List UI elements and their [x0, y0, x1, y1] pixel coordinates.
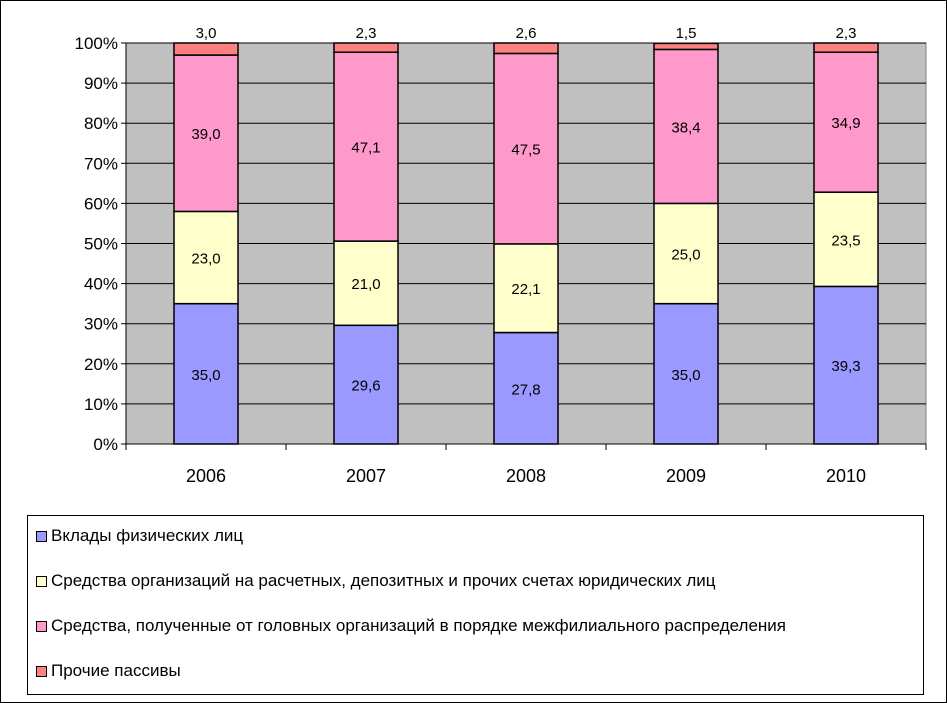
- bar-segment: [653, 202, 719, 305]
- legend-item: Средства, полученные от головных организ…: [36, 616, 786, 636]
- data-label: 23,0: [191, 251, 220, 268]
- bar-segment: [493, 243, 559, 334]
- legend-label: Средства организаций на расчетных, депоз…: [51, 571, 716, 590]
- bar-segment: [173, 210, 239, 305]
- stacked-bar-chart: 0% 10% 20% 30% 40% 50% 60% 70% 80% 90% 100% 35,0 23,…: [75, 25, 927, 486]
- data-label: 1,5: [676, 25, 697, 42]
- x-tick-label: 2007: [346, 466, 386, 486]
- x-tick-label: 2006: [186, 466, 226, 486]
- bar-segment: [813, 42, 879, 53]
- x-tick-label: 2010: [826, 466, 866, 486]
- legend-swatch: [36, 530, 47, 542]
- y-tick-label: 10%: [84, 395, 118, 414]
- data-label: 35,0: [671, 367, 700, 384]
- bar-segment: [173, 302, 239, 445]
- legend-item: Вклады физических лиц: [36, 526, 243, 546]
- data-label: 39,0: [191, 126, 220, 143]
- data-label: 2,6: [516, 25, 537, 42]
- bar-segment: [333, 324, 399, 445]
- legend-label: Средства, полученные от головных организ…: [51, 616, 786, 635]
- legend-swatch: [36, 620, 47, 632]
- bar-segment: [653, 302, 719, 445]
- data-label: 23,5: [831, 232, 860, 249]
- y-tick-label: 30%: [84, 315, 118, 334]
- data-label: 2,3: [356, 25, 377, 42]
- y-tick-label: 40%: [84, 275, 118, 294]
- y-tick-label: 0%: [93, 435, 118, 454]
- bar-segment: [493, 42, 559, 55]
- data-label: 47,5: [511, 142, 540, 159]
- y-tick-label: 50%: [84, 235, 118, 254]
- data-label: 25,0: [671, 247, 700, 264]
- bar-segment: [653, 42, 719, 51]
- legend-item: Прочие пассивы: [36, 661, 181, 681]
- data-label: 21,0: [351, 276, 380, 293]
- y-tick-label: 60%: [84, 194, 118, 213]
- data-label: 39,3: [831, 358, 860, 375]
- data-label: 27,8: [511, 381, 540, 398]
- data-label: 29,6: [351, 378, 380, 395]
- bar-segment: [493, 52, 559, 245]
- data-label: 2,3: [836, 25, 857, 42]
- bar-segment: [653, 48, 719, 205]
- legend-item: Средства организаций на расчетных, депоз…: [36, 571, 716, 591]
- data-label: 47,1: [351, 140, 380, 157]
- bar-segment: [333, 240, 399, 327]
- legend-swatch: [36, 575, 47, 587]
- data-label: 38,4: [671, 119, 700, 136]
- legend: Вклады физических лиц Средства организаци…: [27, 515, 924, 695]
- legend-swatch: [36, 665, 47, 677]
- y-tick-label: 20%: [84, 355, 118, 374]
- y-tick-label: 70%: [84, 154, 118, 173]
- x-tick-label: 2009: [666, 466, 706, 486]
- y-tick-label: 80%: [84, 114, 118, 133]
- y-tick-label: 90%: [84, 74, 118, 93]
- legend-label: Прочие пассивы: [51, 661, 181, 680]
- bar-segment: [493, 331, 559, 445]
- bar-segment: [173, 42, 239, 56]
- y-tick-label: 100%: [75, 34, 118, 53]
- data-label: 34,9: [831, 115, 860, 132]
- data-label: 35,0: [191, 367, 220, 384]
- bar-segment: [813, 285, 879, 445]
- legend-label: Вклады физических лиц: [51, 526, 244, 545]
- data-label: 22,1: [511, 281, 540, 298]
- data-label: 3,0: [196, 25, 217, 42]
- bar-segment: [333, 51, 399, 242]
- bar-segment: [813, 51, 879, 193]
- bar-segment: [333, 42, 399, 53]
- x-tick-label: 2008: [506, 466, 546, 486]
